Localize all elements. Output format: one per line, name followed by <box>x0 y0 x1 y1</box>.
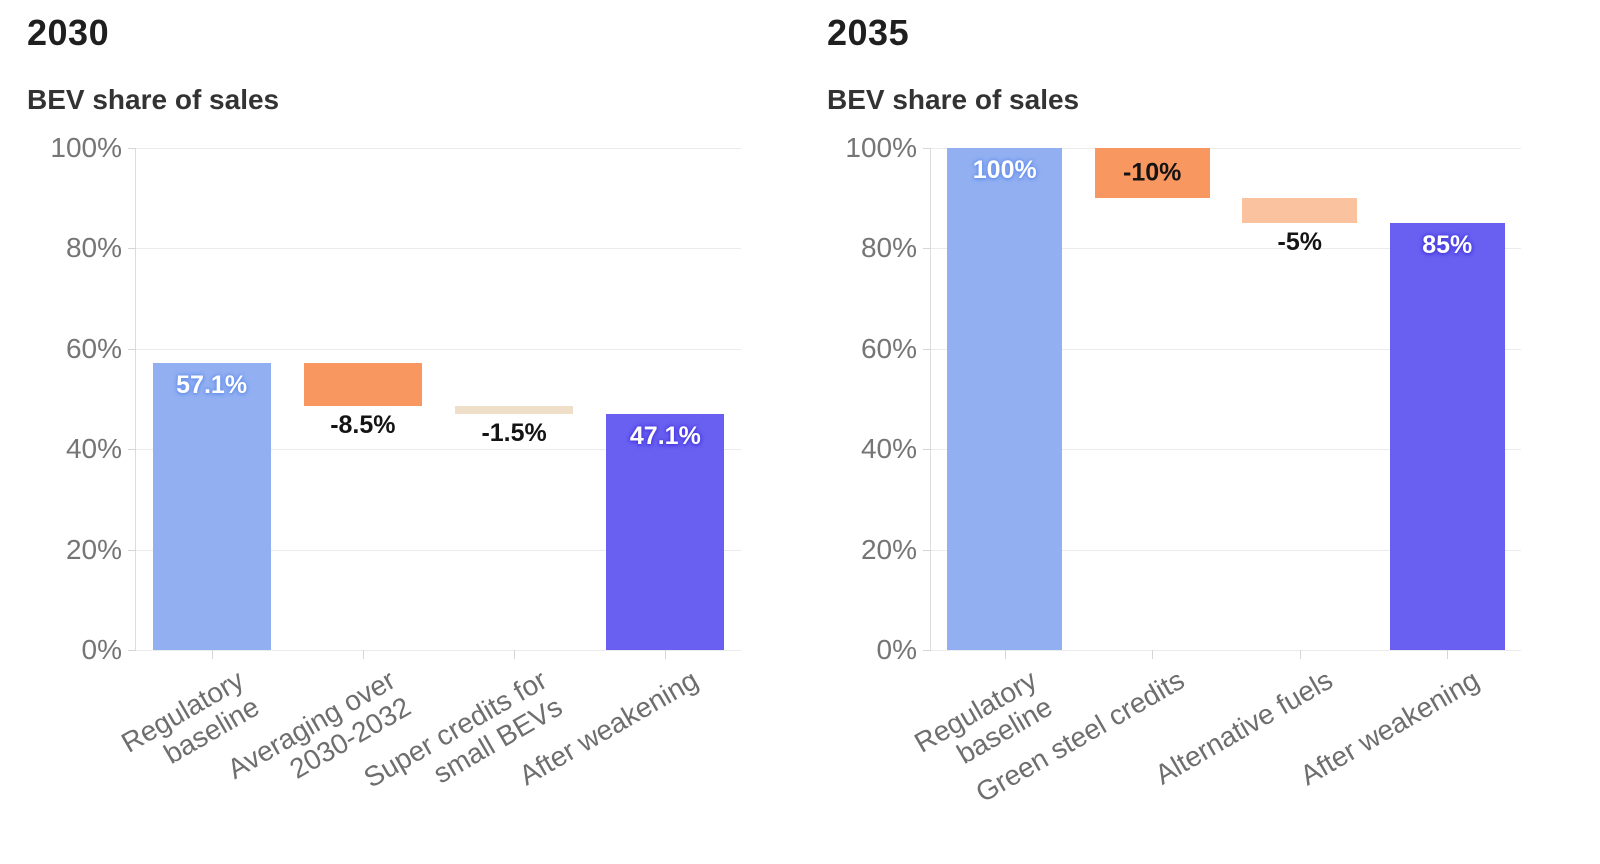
y-axis-tick <box>923 148 931 149</box>
x-axis-tick <box>1299 650 1301 659</box>
gridline <box>136 348 741 350</box>
plot-area: 100% 80% 60% 40% 20% 0% 100% Regulatory baselin… <box>845 132 1521 808</box>
bar-value-label: -8.5% <box>330 411 396 439</box>
gridline <box>136 449 741 451</box>
x-axis-tick <box>362 650 364 659</box>
waterfall-bar: 85% <box>1389 223 1505 650</box>
plot-area: 100% 80% 60% 40% 20% 0% 57.1% Regulatory baseli… <box>50 132 741 794</box>
gridline <box>136 148 741 149</box>
bar-value-label: 85% <box>1422 231 1473 260</box>
waterfall-bar: 57.1% <box>152 363 271 650</box>
x-axis-tick <box>1152 650 1154 659</box>
chart-2030: 2030 BEV share of sales 100% 80% 60% 40% 20%… <box>27 12 741 794</box>
x-axis-tick <box>1447 650 1449 659</box>
y-axis-tick <box>128 650 136 651</box>
gridline <box>931 348 1521 350</box>
gridline <box>931 248 1521 250</box>
bar-value-label: -5% <box>1277 228 1322 257</box>
y-axis-tick <box>923 248 931 250</box>
bar-value-label: 57.1% <box>176 371 248 400</box>
x-axis-tick <box>211 650 213 659</box>
gridline <box>931 449 1521 451</box>
y-axis-tick <box>923 348 931 350</box>
x-axis-tick <box>1004 650 1006 659</box>
y-axis-tick <box>923 449 931 451</box>
gridline <box>136 248 741 250</box>
gridline <box>931 650 1521 651</box>
y-axis-tick-label: 20% <box>65 533 122 565</box>
y-axis-tick-label: 0% <box>81 634 122 665</box>
gridline <box>136 549 741 551</box>
waterfall-bar: -5% <box>1242 198 1358 256</box>
waterfall-bar: -10% <box>1094 148 1210 199</box>
y-axis-tick-label: 0% <box>876 634 917 665</box>
y-axis-tick-label: 40% <box>65 433 122 465</box>
y-axis-tick-label: 20% <box>860 533 917 565</box>
y-axis-tick-label: 60% <box>65 332 122 364</box>
y-axis-tick-label: 60% <box>860 332 917 364</box>
bar-value-label: 47.1% <box>629 421 701 450</box>
y-axis-tick-label: 100% <box>845 132 917 163</box>
chart-2035: 2035 BEV share of sales 100% 80% 60% 40% 20%… <box>800 0 1600 864</box>
chart-title: 2030 <box>27 12 110 53</box>
waterfall-bar: -8.5% <box>303 363 422 439</box>
y-axis-tick-label: 100% <box>50 132 122 163</box>
y-axis-tick-label: 40% <box>860 433 917 465</box>
gridline <box>931 148 1521 149</box>
x-axis-tick <box>514 650 516 659</box>
chart-y-axis-title: BEV share of sales <box>827 84 1080 115</box>
gridline <box>136 650 741 651</box>
x-axis-tick <box>665 650 667 659</box>
y-axis-tick-label: 80% <box>860 232 917 264</box>
y-axis-tick <box>923 549 931 551</box>
y-axis-tick <box>128 248 136 250</box>
waterfall-bar: 100% <box>947 148 1063 650</box>
chart-y-axis-title: BEV share of sales <box>27 84 280 115</box>
bar-value-label: -10% <box>1123 158 1182 187</box>
y-axis-tick-label: 80% <box>65 232 122 264</box>
waterfall-bar: -1.5% <box>455 406 574 447</box>
gridline <box>931 549 1521 551</box>
bar-value-label: -1.5% <box>481 418 547 447</box>
y-axis-tick <box>128 449 136 451</box>
bar-value-label: 100% <box>972 156 1037 184</box>
y-axis-tick <box>128 549 136 551</box>
y-axis-tick <box>128 148 136 149</box>
y-axis-tick <box>923 650 931 651</box>
chart-title: 2035 <box>827 12 910 53</box>
y-axis-tick <box>128 348 136 350</box>
waterfall-bar: 47.1% <box>606 413 725 650</box>
